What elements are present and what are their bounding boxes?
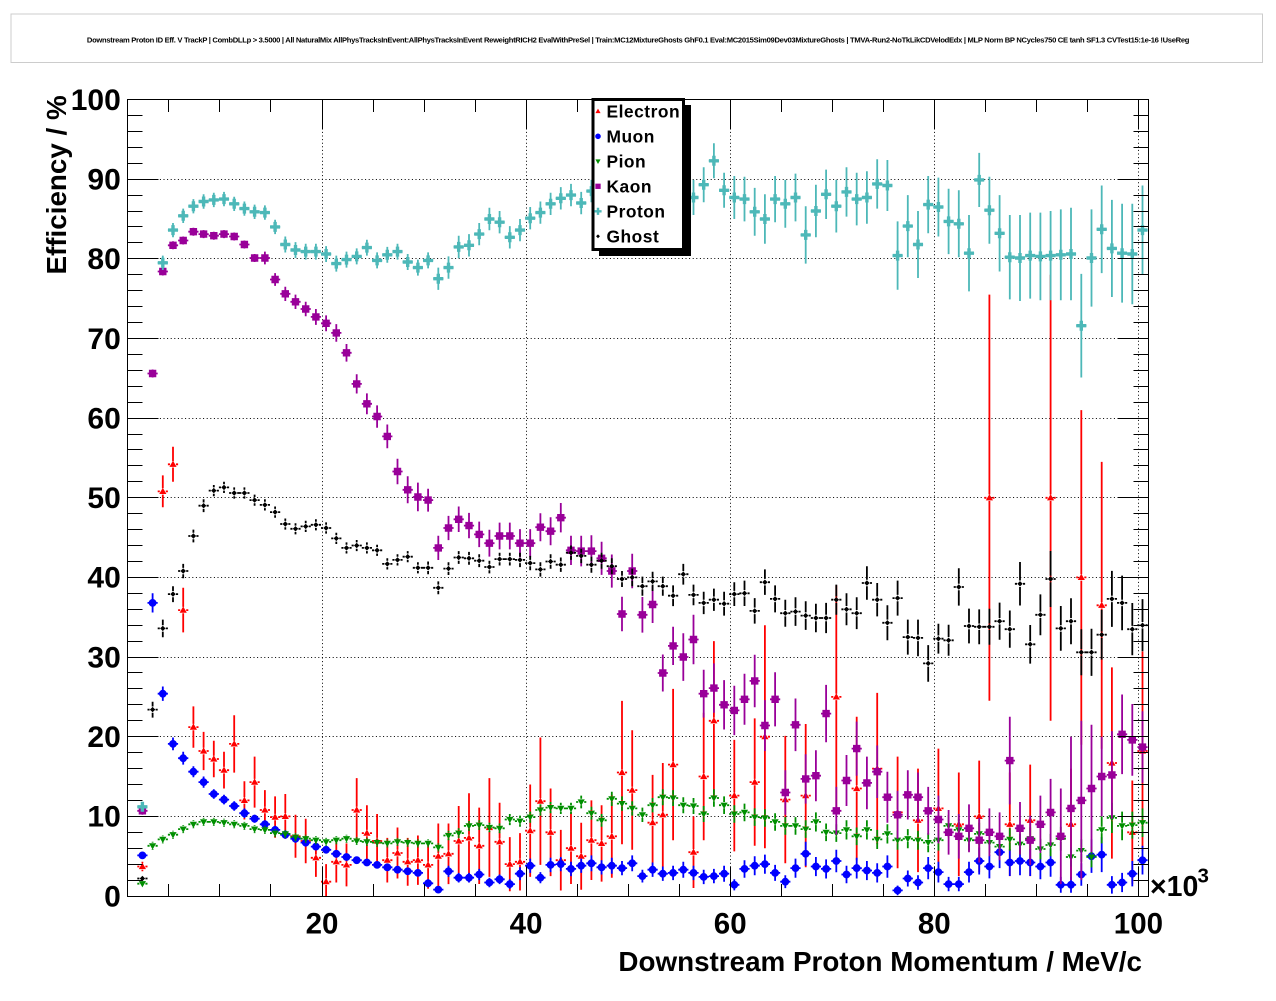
svg-text:100: 100 xyxy=(1114,908,1163,941)
svg-text:70: 70 xyxy=(87,323,120,356)
svg-text:Pion: Pion xyxy=(607,151,647,171)
svg-text:100: 100 xyxy=(71,84,121,117)
svg-text:40: 40 xyxy=(510,908,543,941)
svg-text:Ghost: Ghost xyxy=(607,226,660,246)
svg-text:Downstream Proton ID Eff. V Tr: Downstream Proton ID Eff. V TrackP | Com… xyxy=(87,36,1190,45)
svg-text:Downstream Proton Momentum / M: Downstream Proton Momentum / MeV/c xyxy=(618,946,1142,977)
svg-text:Efficiency / %: Efficiency / % xyxy=(41,95,72,274)
svg-text:40: 40 xyxy=(87,562,120,595)
svg-text:60: 60 xyxy=(714,908,747,941)
svg-text:3: 3 xyxy=(1198,865,1209,888)
svg-text:30: 30 xyxy=(87,641,120,674)
svg-text:×10: ×10 xyxy=(1150,871,1198,903)
svg-text:20: 20 xyxy=(306,908,339,941)
svg-text:50: 50 xyxy=(87,482,120,515)
svg-text:0: 0 xyxy=(104,880,121,913)
svg-text:Kaon: Kaon xyxy=(607,176,652,196)
svg-text:Muon: Muon xyxy=(607,126,655,146)
svg-text:Proton: Proton xyxy=(607,201,666,221)
svg-text:60: 60 xyxy=(87,402,120,435)
svg-text:80: 80 xyxy=(918,908,951,941)
svg-text:90: 90 xyxy=(87,163,120,196)
svg-text:80: 80 xyxy=(87,243,120,276)
svg-text:Electron: Electron xyxy=(607,101,681,121)
svg-text:20: 20 xyxy=(87,721,120,754)
svg-text:10: 10 xyxy=(87,801,120,834)
